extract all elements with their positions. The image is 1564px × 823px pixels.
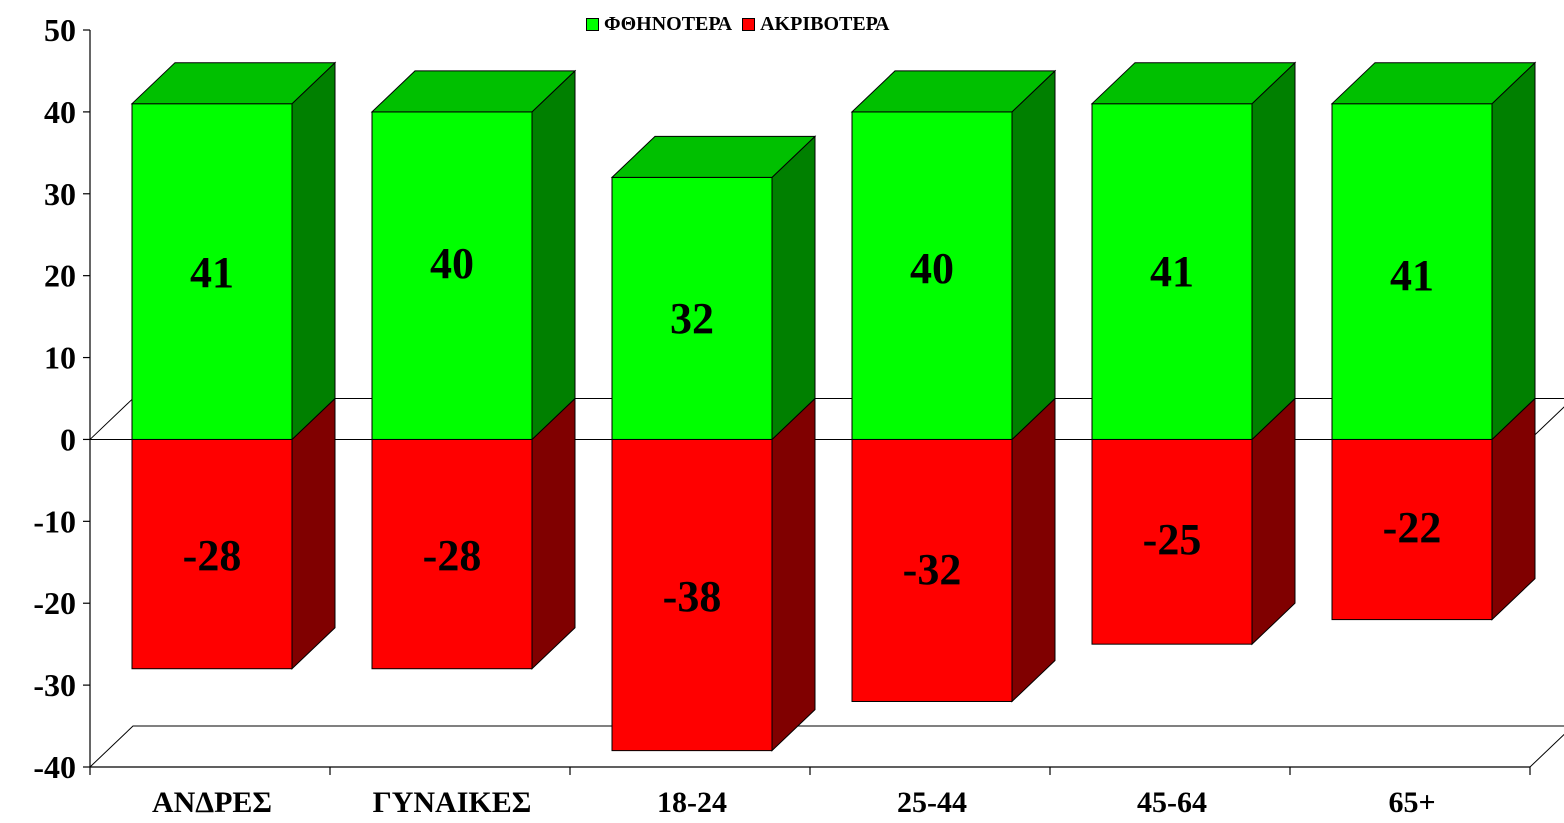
- y-tick-label: -30: [33, 667, 76, 703]
- bar-side: [291, 397, 336, 670]
- bar-side: [531, 397, 576, 670]
- legend-label-expensive: ΑΚΡΙΒΟΤΕΡΑ: [760, 12, 890, 35]
- bar-side: [1251, 61, 1296, 441]
- chart-bars-layer: [130, 61, 1537, 752]
- data-label-expensive: -32: [903, 545, 962, 594]
- x-tick-label: 18-24: [657, 786, 727, 819]
- y-tick-label: 0: [60, 421, 76, 457]
- bar-top: [370, 70, 577, 113]
- y-tick-label: 40: [44, 94, 76, 130]
- legend-label-cheaper: ΦΘΗΝΟΤΕΡΑ: [604, 12, 733, 35]
- y-tick-label: 10: [44, 340, 76, 376]
- data-label-expensive: -38: [663, 572, 722, 621]
- bar-front: [851, 438, 1013, 702]
- bar-side: [1011, 397, 1056, 703]
- x-tick-label: ΑΝΔΡΕΣ: [152, 786, 272, 819]
- bar-side: [531, 69, 576, 441]
- x-tick-label: 25-44: [897, 786, 967, 819]
- y-tick-label: 30: [44, 176, 76, 212]
- y-tick-label: 50: [44, 12, 76, 48]
- y-tick-label: -20: [33, 585, 76, 621]
- data-label-expensive: -22: [1383, 503, 1442, 552]
- x-tick-label: 65+: [1388, 786, 1435, 819]
- bar-front: [131, 438, 293, 670]
- bar-front: [851, 111, 1013, 440]
- x-tick-label: ΓΥΝΑΙΚΕΣ: [373, 786, 532, 819]
- y-tick-label: -40: [33, 749, 76, 785]
- data-label-expensive: -28: [423, 531, 482, 580]
- bar-top: [610, 135, 817, 178]
- bar-front: [1331, 103, 1493, 440]
- bar-top: [130, 62, 337, 105]
- data-label-cheaper: 40: [430, 239, 474, 288]
- bar-top: [1330, 62, 1537, 105]
- legend: ΦΘΗΝΟΤΕΡΑ ΑΚΡΙΒΟΤΕΡΑ: [586, 10, 889, 38]
- bar-front: [131, 103, 293, 440]
- data-label-cheaper: 41: [1150, 247, 1194, 296]
- data-label-cheaper: 40: [910, 244, 954, 293]
- bar-front: [371, 111, 533, 440]
- bar-front: [1091, 438, 1253, 645]
- data-label-expensive: -25: [1143, 515, 1202, 564]
- bar-front: [1091, 103, 1253, 440]
- data-label-cheaper: 32: [670, 294, 714, 343]
- bar-top: [850, 70, 1057, 113]
- bar-side: [1251, 397, 1296, 646]
- data-label-cheaper: 41: [190, 248, 234, 297]
- chart-labels-layer: 50 40 30 20 10 0 -10 -20 -30 -40 ΑΝΔΡΕΣ ΓΥΝΑΙΚΕΣ 18-…: [33, 12, 1441, 819]
- bar-side: [291, 61, 336, 441]
- legend-swatch-cheaper: [586, 17, 599, 31]
- bar-front: [611, 438, 773, 752]
- bar-side: [1011, 69, 1056, 441]
- bar-side: [771, 135, 816, 441]
- y-tick-label: -10: [33, 503, 76, 539]
- bar-front: [371, 438, 533, 670]
- bar-side: [1491, 61, 1536, 441]
- legend-item-cheaper: ΦΘΗΝΟΤΕΡΑ: [586, 13, 732, 36]
- data-label-cheaper: 41: [1390, 251, 1434, 300]
- y-tick-label: 20: [44, 258, 76, 294]
- data-label-expensive: -28: [183, 531, 242, 580]
- x-tick-label: 45-64: [1137, 786, 1207, 819]
- legend-swatch-expensive: [742, 17, 756, 31]
- legend-item-expensive: ΑΚΡΙΒΟΤΕΡΑ: [742, 13, 889, 36]
- bar-top: [1090, 62, 1297, 105]
- chart-axes-layer: [83, 29, 1531, 775]
- chart-floor: [88, 725, 1564, 768]
- bar-side: [771, 397, 816, 752]
